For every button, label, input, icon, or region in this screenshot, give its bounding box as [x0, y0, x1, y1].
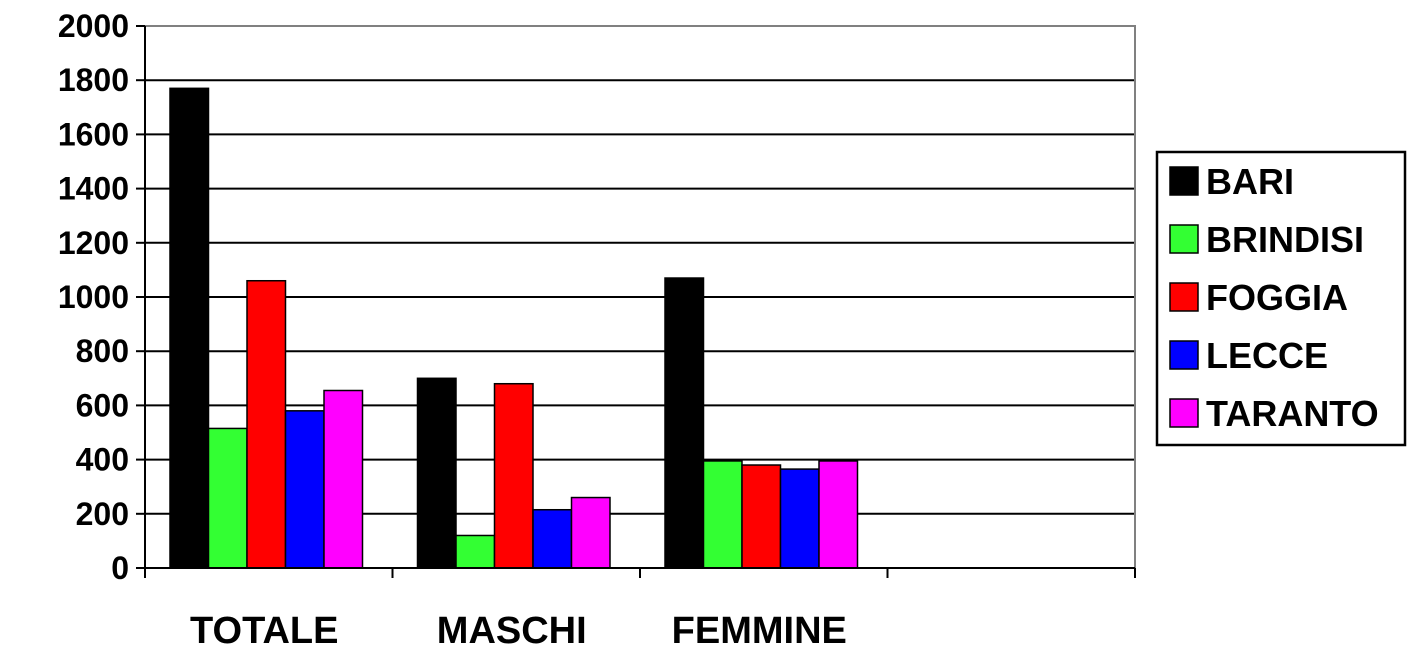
x-category-labels: TOTALE MASCHI FEMMINE — [190, 610, 847, 648]
bar-lecce-totale — [284, 410, 325, 569]
y-tick-label: 1000 — [58, 279, 129, 315]
legend-swatch-foggia — [1169, 282, 1199, 312]
legend-label-brindisi: BRINDISI — [1206, 219, 1364, 260]
legend-label-bari: BARI — [1206, 161, 1294, 202]
axes — [136, 25, 1136, 578]
y-tick-label: 2000 — [58, 8, 129, 44]
bars — [169, 87, 859, 569]
legend-swatch-bari — [1169, 166, 1199, 196]
y-tick-label: 800 — [76, 333, 129, 369]
bar-brindisi-femmine — [702, 460, 743, 569]
legend-label-foggia: FOGGIA — [1206, 277, 1348, 318]
y-tick-label: 200 — [76, 496, 129, 532]
legend-swatch-brindisi — [1169, 224, 1199, 254]
legend-label-lecce: LECCE — [1206, 335, 1328, 376]
bar-bari-femmine — [664, 277, 705, 569]
x-category-label: TOTALE — [190, 610, 338, 648]
x-category-label: MASCHI — [437, 610, 587, 648]
y-tick-label: 1200 — [58, 225, 129, 261]
y-tick-label: 0 — [111, 550, 129, 586]
y-tick-label: 600 — [76, 387, 129, 423]
y-tick-labels: 0 200 400 600 800 1000 1200 1400 1600 1800 2000 — [58, 8, 129, 586]
bar-lecce-femmine — [779, 468, 820, 569]
legend-label-taranto: TARANTO — [1206, 393, 1379, 434]
bar-taranto-femmine — [818, 460, 859, 569]
bar-bari-maschi — [416, 377, 457, 569]
bar-foggia-totale — [246, 279, 287, 569]
bar-bari-totale — [169, 87, 210, 569]
y-tick-label: 1800 — [58, 62, 129, 98]
bar-taranto-maschi — [570, 496, 611, 569]
x-category-label: FEMMINE — [672, 610, 847, 648]
bar-brindisi-maschi — [455, 534, 496, 569]
bar-lecce-maschi — [532, 508, 573, 569]
legend: BARI BRINDISI FOGGIA LECCE TARANTO — [1155, 150, 1407, 447]
bar-brindisi-totale — [207, 427, 248, 569]
y-tick-label: 1400 — [58, 171, 129, 207]
bar-foggia-femmine — [741, 464, 782, 569]
legend-swatch-taranto — [1169, 398, 1199, 428]
bar-foggia-maschi — [493, 382, 534, 569]
y-tick-label: 1600 — [58, 116, 129, 152]
y-tick-label: 400 — [76, 442, 129, 478]
bar-taranto-totale — [323, 389, 364, 569]
legend-swatch-lecce — [1169, 340, 1199, 370]
